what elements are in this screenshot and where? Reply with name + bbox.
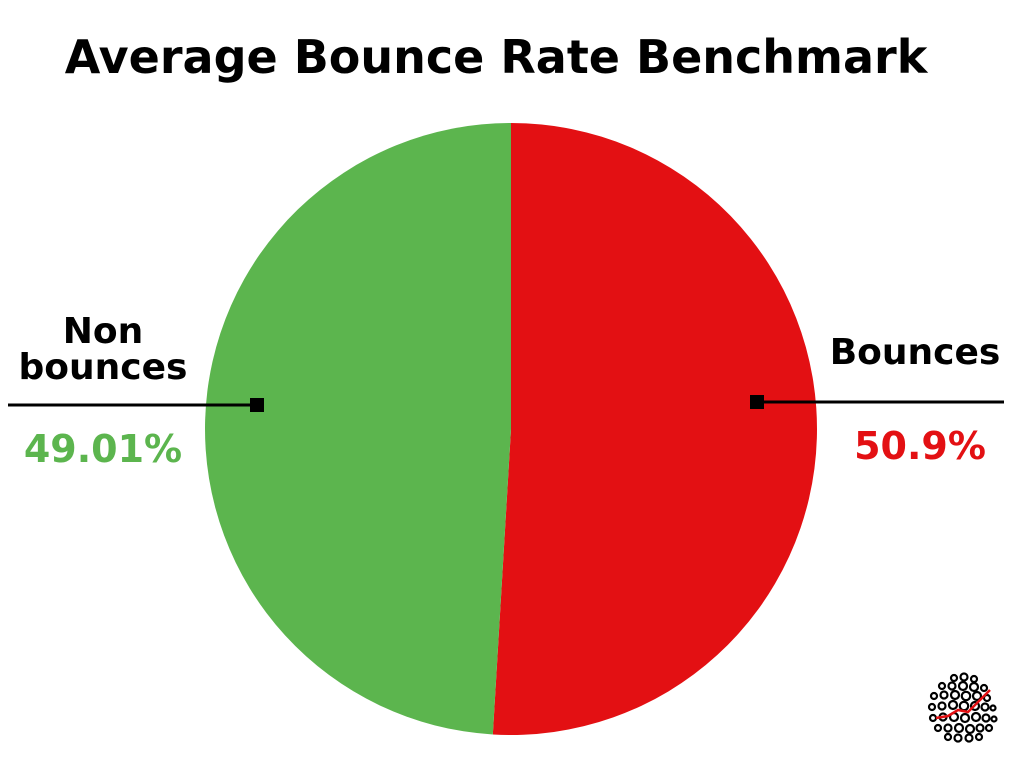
pie-slices: [205, 123, 818, 735]
label-non-bounces-line2: bounces: [18, 347, 188, 388]
pie-slice-non-bounces: [205, 123, 511, 735]
pie-slice-bounces: [492, 123, 818, 735]
leader-marker-non-bounces: [250, 398, 264, 412]
label-bounces: Bounces: [829, 332, 1001, 373]
value-non-bounces: 49.01%: [23, 427, 183, 471]
leader-marker-bounces: [750, 395, 764, 409]
chart-title: Average Bounce Rate Benchmark: [64, 30, 928, 84]
dotted-sphere-logo-icon: [927, 672, 998, 743]
value-bounces: 50.9%: [854, 424, 986, 468]
leader-lines: [8, 395, 1004, 412]
label-non-bounces: Non bounces: [12, 314, 194, 386]
logo-accent-line: [935, 689, 991, 720]
label-non-bounces-line1: Non: [62, 311, 144, 352]
